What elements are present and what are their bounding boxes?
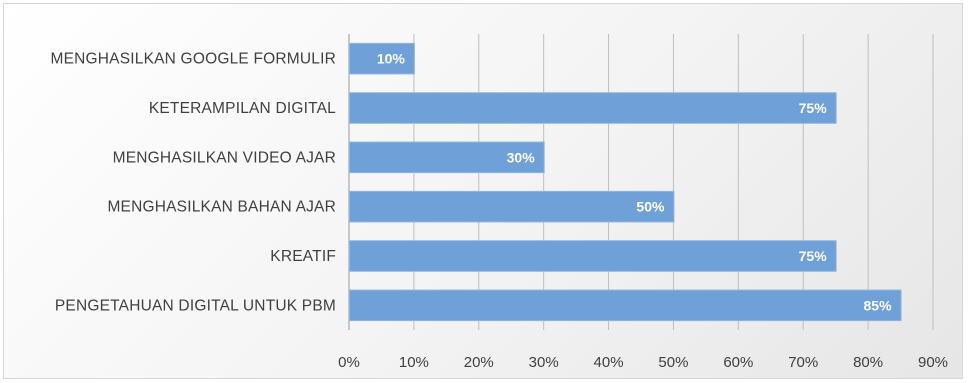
x-tick-label: 90% (918, 354, 948, 371)
gridlines (348, 34, 934, 330)
bar (349, 289, 902, 322)
bar-chart: 10% 75% 30% 50% 75% 85% MENGHASILKAN GOOGLE F… (50, 34, 948, 371)
data-label: 75% (799, 248, 828, 264)
data-label: 30% (507, 149, 536, 165)
x-tick-label: 60% (723, 354, 753, 371)
x-tick-label: 10% (399, 354, 429, 371)
data-label: 10% (377, 51, 406, 67)
x-tick-label: 0% (338, 354, 360, 371)
category-labels: MENGHASILKAN GOOGLE FORMULIR KETERAMPILAN… (50, 51, 336, 315)
category-label: PENGETAHUAN DIGITAL UNTUK PBM (55, 297, 336, 314)
data-label: 50% (636, 199, 665, 215)
x-tick-label: 40% (594, 354, 624, 371)
x-tick-label: 30% (529, 354, 559, 371)
category-label: KREATIF (270, 248, 336, 265)
bars: 10% 75% 30% 50% 75% 85% (349, 42, 902, 322)
bar (349, 190, 675, 223)
x-tick-label: 80% (853, 354, 883, 371)
category-label: MENGHASILKAN VIDEO AJAR (113, 149, 336, 166)
bar (349, 141, 545, 174)
bar (349, 92, 837, 124)
category-label: MENGHASILKAN BAHAN AJAR (107, 199, 336, 216)
x-tick-label: 70% (788, 354, 818, 371)
data-label: 85% (864, 297, 893, 313)
bar (349, 240, 837, 272)
x-tick-label: 50% (658, 354, 688, 371)
bar (349, 42, 415, 75)
chart-area: 10% 75% 30% 50% 75% 85% MENGHASILKAN GOOGLE F… (3, 3, 963, 379)
x-axis-ticks: 0% 10% 20% 30% 40% 50% 60% 70% 80% 90% (338, 354, 948, 371)
category-label: MENGHASILKAN GOOGLE FORMULIR (50, 51, 336, 68)
category-label: KETERAMPILAN DIGITAL (149, 100, 336, 117)
x-tick-label: 20% (464, 354, 494, 371)
data-label: 75% (799, 100, 828, 116)
